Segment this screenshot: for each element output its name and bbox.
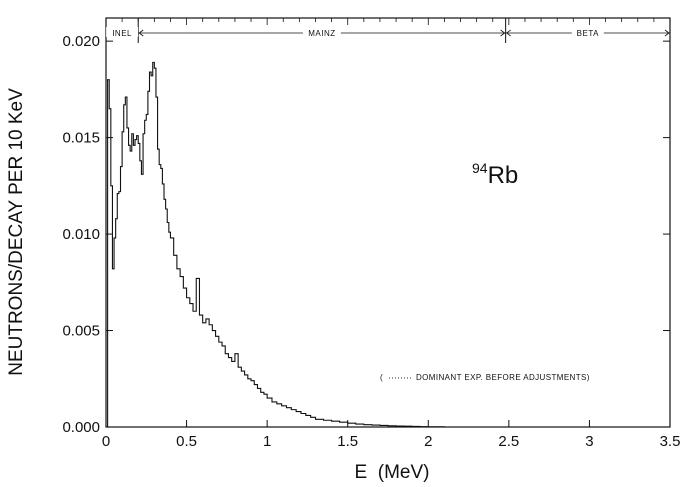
band-label: BETA xyxy=(577,29,599,38)
x-tick-label: 2 xyxy=(424,433,432,450)
y-tick-label: 0.020 xyxy=(62,33,100,50)
y-tick-label: 0.005 xyxy=(62,323,100,340)
nuclide-label: 94Rb xyxy=(472,160,518,189)
band-label: INEL xyxy=(112,29,132,38)
plot-frame xyxy=(105,17,671,428)
y-axis: 0.000 0.005 0.010 0.015 0.020 xyxy=(62,33,670,436)
note-text: DOMINANT EXP. BEFORE ADJUSTMENTS) xyxy=(416,373,590,382)
nuclide-mass: 94 xyxy=(472,160,488,176)
series-line xyxy=(106,61,509,428)
x-tick-label: 0.5 xyxy=(176,433,197,450)
x-tick-label: 1.5 xyxy=(337,433,358,450)
series-layer xyxy=(106,61,509,428)
band-arrow-right xyxy=(664,29,670,37)
band-label-bg xyxy=(571,27,604,37)
x-tick-label: 3.5 xyxy=(660,433,681,450)
x-axis-label: E (MeV) xyxy=(355,462,430,483)
x-tick-label: 3 xyxy=(585,433,593,450)
x-axis: 0 0.5 1 1.5 2 2.5 3 3.5 xyxy=(102,420,681,450)
y-tick-label: 0.000 xyxy=(62,419,100,436)
band-ruler: INEL MAINZ BETA xyxy=(105,18,671,43)
svg-text:94Rb: 94Rb xyxy=(472,160,518,189)
x-tick-label: 0 xyxy=(102,433,110,450)
y-axis-label: NEUTRONS/DECAY PER 10 KeV xyxy=(6,88,27,376)
note-annotation: ( DOMINANT EXP. BEFORE ADJUSTMENTS) xyxy=(380,373,590,382)
x-tick-label: 1 xyxy=(263,433,271,450)
note-open: ( xyxy=(380,373,383,382)
nuclide-symbol: Rb xyxy=(488,162,519,189)
band-label-bg xyxy=(302,27,341,37)
y-tick-label: 0.015 xyxy=(62,130,100,147)
band-arrow-left xyxy=(138,29,144,37)
y-tick-label: 0.010 xyxy=(62,226,100,243)
band-label: MAINZ xyxy=(308,29,335,38)
band-arrow-right xyxy=(500,29,506,37)
x-tick-label: 2.5 xyxy=(498,433,519,450)
band-label-bg xyxy=(106,27,139,37)
band-arrow-left xyxy=(505,29,511,37)
